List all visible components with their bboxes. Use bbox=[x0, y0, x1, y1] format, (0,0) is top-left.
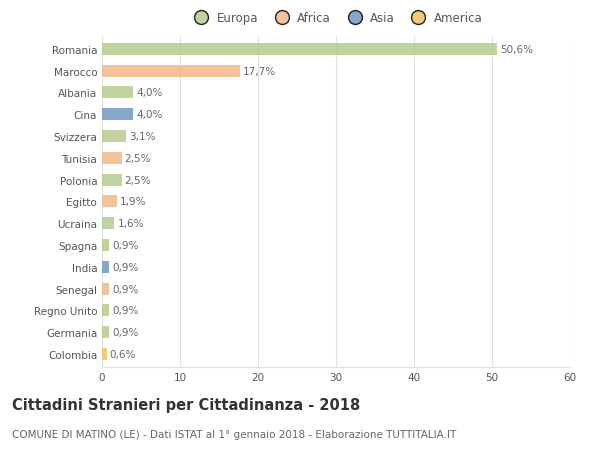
Bar bbox=[102, 196, 117, 208]
Text: 4,0%: 4,0% bbox=[136, 88, 163, 98]
Bar bbox=[102, 261, 109, 273]
Text: 0,9%: 0,9% bbox=[112, 241, 139, 251]
Text: COMUNE DI MATINO (LE) - Dati ISTAT al 1° gennaio 2018 - Elaborazione TUTTITALIA.: COMUNE DI MATINO (LE) - Dati ISTAT al 1°… bbox=[12, 429, 456, 439]
Text: 0,9%: 0,9% bbox=[112, 284, 139, 294]
Text: 0,6%: 0,6% bbox=[110, 349, 136, 359]
Bar bbox=[102, 109, 133, 121]
Bar bbox=[102, 305, 109, 317]
Text: 2,5%: 2,5% bbox=[125, 153, 151, 163]
Bar bbox=[102, 348, 107, 360]
Text: Cittadini Stranieri per Cittadinanza - 2018: Cittadini Stranieri per Cittadinanza - 2… bbox=[12, 397, 360, 412]
Text: 0,9%: 0,9% bbox=[112, 306, 139, 316]
Bar bbox=[102, 66, 240, 78]
Text: 4,0%: 4,0% bbox=[136, 110, 163, 120]
Bar bbox=[102, 326, 109, 338]
Bar bbox=[102, 131, 126, 143]
Text: 1,6%: 1,6% bbox=[118, 218, 144, 229]
Text: 0,9%: 0,9% bbox=[112, 327, 139, 337]
Text: 3,1%: 3,1% bbox=[130, 132, 156, 142]
Bar bbox=[102, 87, 133, 99]
Text: 50,6%: 50,6% bbox=[500, 45, 533, 55]
Text: 0,9%: 0,9% bbox=[112, 262, 139, 272]
Text: 2,5%: 2,5% bbox=[125, 175, 151, 185]
Bar bbox=[102, 283, 109, 295]
Bar bbox=[102, 218, 115, 230]
Legend: Europa, Africa, Asia, America: Europa, Africa, Asia, America bbox=[187, 10, 485, 28]
Bar bbox=[102, 44, 497, 56]
Bar bbox=[102, 174, 122, 186]
Bar bbox=[102, 240, 109, 252]
Text: 1,9%: 1,9% bbox=[120, 197, 146, 207]
Text: 17,7%: 17,7% bbox=[243, 67, 277, 77]
Bar bbox=[102, 152, 122, 164]
